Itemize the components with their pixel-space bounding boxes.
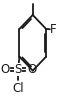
Text: O: O <box>0 63 9 76</box>
Text: Cl: Cl <box>12 82 24 95</box>
Text: O: O <box>27 63 36 76</box>
Text: S: S <box>15 63 22 76</box>
Text: F: F <box>50 23 57 36</box>
